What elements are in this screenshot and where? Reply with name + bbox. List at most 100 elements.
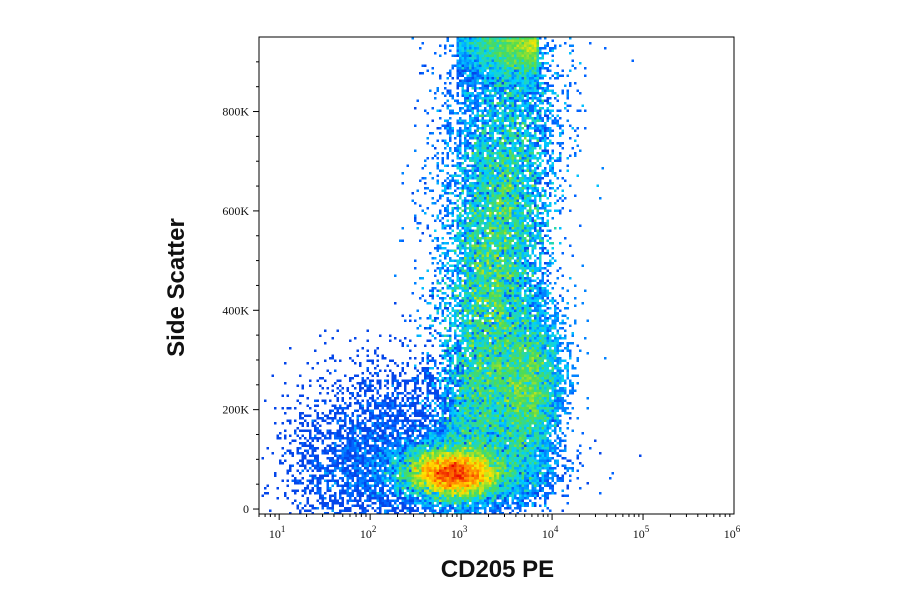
density-cell (504, 102, 507, 105)
density-cell (511, 344, 514, 347)
density-cell (479, 322, 482, 325)
density-cell (494, 37, 497, 40)
density-cell (504, 72, 507, 75)
density-cell (494, 294, 497, 297)
density-cell (496, 289, 499, 292)
density-cell (479, 299, 482, 302)
density-cell (511, 272, 514, 275)
density-cell (466, 92, 469, 95)
density-cell (534, 57, 537, 60)
density-cell (469, 234, 472, 237)
density-cell (544, 247, 547, 250)
density-cell (506, 107, 509, 110)
density-cell (491, 109, 494, 112)
density-cell (471, 147, 474, 150)
density-cell (476, 279, 479, 282)
density-cell (509, 229, 512, 232)
density-cell (539, 324, 542, 327)
density-cell (489, 272, 492, 275)
density-cell (446, 294, 449, 297)
density-cell (486, 307, 489, 310)
density-cell (509, 204, 512, 207)
density-cell (511, 339, 514, 342)
density-cell (484, 94, 487, 97)
density-cell (514, 274, 517, 277)
density-cell (504, 184, 507, 187)
density-cell (519, 92, 522, 95)
density-cell (501, 104, 504, 107)
density-cell (476, 194, 479, 197)
density-cell (449, 327, 452, 330)
density-cell (494, 62, 497, 65)
density-cell (501, 287, 504, 290)
density-cell (439, 54, 442, 57)
density-cell (469, 262, 472, 265)
density-cell (476, 217, 479, 220)
density-cell (479, 247, 482, 250)
density-cell (474, 202, 477, 205)
density-cell (521, 354, 524, 357)
density-cell (444, 139, 447, 142)
density-cell (471, 72, 474, 75)
density-cell (541, 187, 544, 190)
density-cell (524, 87, 527, 90)
density-cell (441, 267, 444, 270)
density-cell (534, 292, 537, 295)
density-cell (491, 64, 494, 67)
density-cell (466, 257, 469, 260)
density-cell (464, 209, 467, 212)
density-cell (464, 157, 467, 160)
density-cell (476, 127, 479, 130)
density-cell (536, 329, 539, 332)
density-cell (491, 52, 494, 55)
density-cell (494, 157, 497, 160)
density-cell (416, 222, 419, 225)
density-cell (539, 347, 542, 350)
density-cell (469, 344, 472, 347)
density-cell (486, 324, 489, 327)
density-cell (486, 182, 489, 185)
density-cell (541, 242, 544, 245)
density-cell (471, 322, 474, 325)
density-cell (511, 89, 514, 92)
density-cell (524, 184, 527, 187)
density-cell (474, 294, 477, 297)
density-cell (496, 239, 499, 242)
density-cell (541, 94, 544, 97)
density-cell (476, 284, 479, 287)
density-cell (514, 337, 517, 340)
density-cell (509, 37, 512, 40)
density-cell (494, 354, 497, 357)
density-cell (511, 257, 514, 260)
density-cell (469, 242, 472, 245)
density-cell (481, 59, 484, 62)
density-cell (516, 307, 519, 310)
density-cell (526, 247, 529, 250)
density-cell (521, 222, 524, 225)
density-cell (511, 167, 514, 170)
density-cell (531, 47, 534, 50)
density-cell (536, 59, 539, 62)
density-cell (551, 169, 554, 172)
density-cell (514, 282, 517, 285)
density-cell (476, 59, 479, 62)
density-cell (464, 309, 467, 312)
density-cell (449, 277, 452, 280)
density-cell (526, 329, 529, 332)
density-cell (461, 54, 464, 57)
density-cell (494, 227, 497, 230)
density-cell (469, 159, 472, 162)
density-cell (549, 337, 552, 340)
density-cell (481, 122, 484, 125)
density-cell (486, 327, 489, 330)
density-cell (469, 244, 472, 247)
density-cell (539, 264, 542, 267)
density-cell (496, 79, 499, 82)
density-cell (474, 282, 477, 285)
density-cell (499, 144, 502, 147)
density-cell (556, 317, 559, 320)
density-cell (491, 262, 494, 265)
density-cell (554, 337, 557, 340)
density-cell (544, 92, 547, 95)
density-cell (556, 312, 559, 315)
